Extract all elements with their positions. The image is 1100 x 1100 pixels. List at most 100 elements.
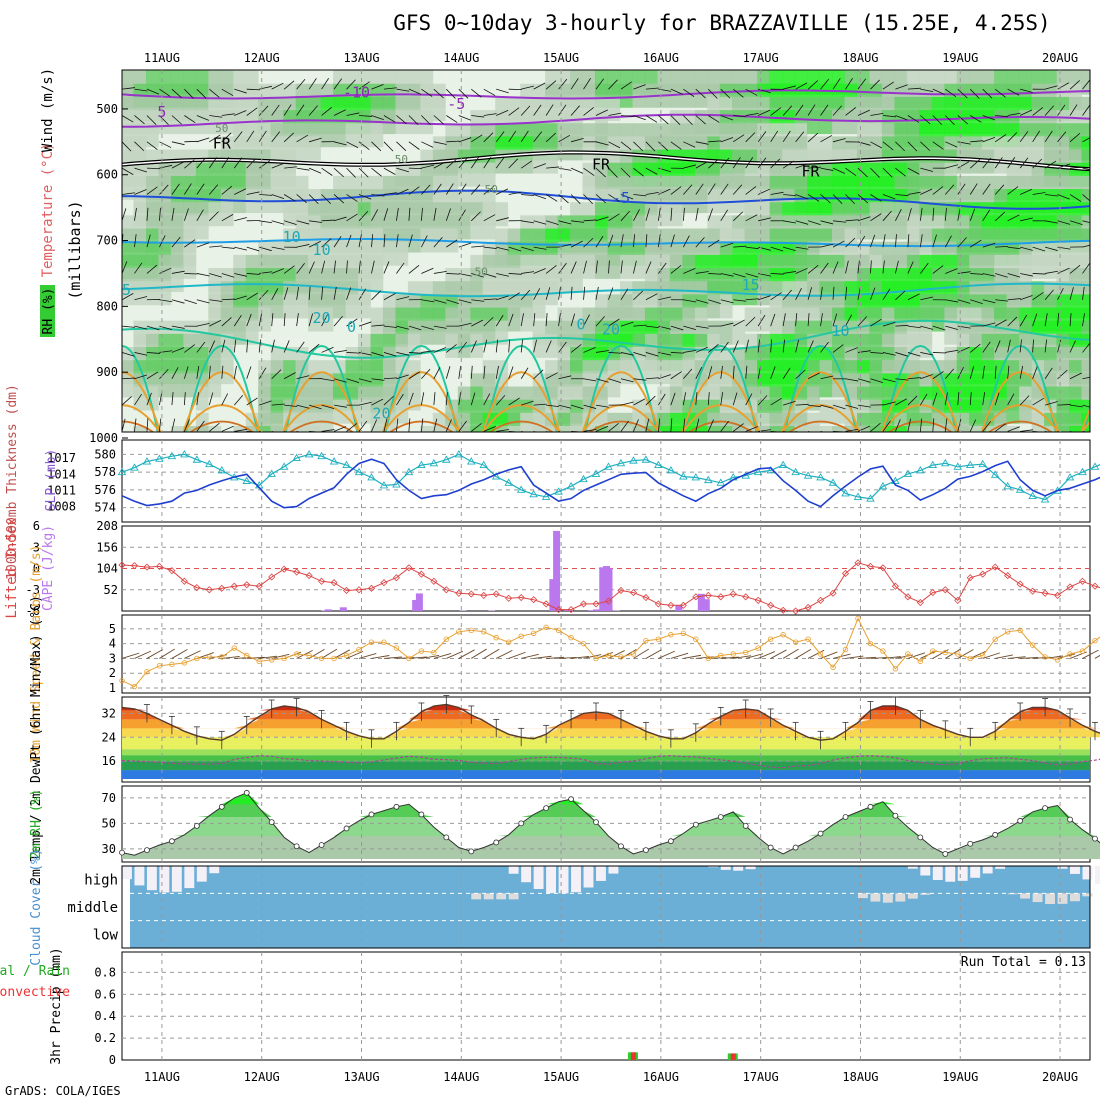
wind-barb bbox=[271, 104, 280, 116]
wind-barb bbox=[122, 293, 134, 301]
wind-barb bbox=[445, 392, 448, 406]
wind-barb bbox=[196, 392, 199, 406]
wind-barb bbox=[371, 352, 385, 357]
tick-label: 104 bbox=[96, 562, 118, 576]
contour-label: 50 bbox=[475, 265, 488, 278]
wind-barb bbox=[1032, 313, 1038, 327]
rh-cell bbox=[1081, 347, 1090, 372]
wind-barb bbox=[470, 392, 476, 406]
wind-barb bbox=[520, 367, 529, 379]
rh-cell bbox=[807, 426, 820, 432]
rh-cell bbox=[445, 426, 459, 432]
wind-barb bbox=[720, 420, 730, 432]
tick-label: 4 bbox=[109, 637, 116, 651]
contour-label: 20 bbox=[313, 309, 331, 327]
surface-wind-barb bbox=[658, 650, 676, 659]
rh-cell bbox=[308, 412, 321, 432]
wind-barb bbox=[433, 183, 442, 195]
wind-barb bbox=[171, 141, 185, 146]
rh-cell bbox=[420, 320, 434, 345]
wind-barb bbox=[134, 325, 148, 330]
thickness-marker bbox=[891, 476, 900, 484]
wind-barb bbox=[683, 325, 696, 330]
wind-barb bbox=[1069, 132, 1081, 143]
wind-barb bbox=[271, 220, 285, 225]
wind-speed-marker bbox=[630, 651, 637, 657]
thickness-marker bbox=[828, 478, 838, 486]
wind-barb bbox=[657, 418, 661, 432]
thickness-marker bbox=[541, 492, 551, 500]
wind-barb bbox=[957, 346, 970, 353]
wind-barb bbox=[870, 112, 884, 116]
lifted-index-marker bbox=[1004, 572, 1012, 580]
wind-barb bbox=[495, 157, 505, 169]
wind-barb bbox=[545, 194, 558, 202]
wind-barb bbox=[645, 261, 652, 274]
thickness-marker bbox=[604, 462, 613, 470]
wind-barb bbox=[882, 352, 896, 356]
wind-barb bbox=[944, 418, 948, 432]
cape-bar bbox=[599, 567, 607, 611]
date-label-top: 18AUG bbox=[842, 51, 878, 65]
wind-barb bbox=[832, 286, 835, 300]
bottom-date-axis: 11AUG 12AUG 13AUG 14AUG 15AUG 16AUG 17AUG 18AUG… bbox=[144, 1070, 1078, 1084]
wind-barb bbox=[570, 286, 573, 300]
wind-barb bbox=[733, 319, 745, 327]
wind-barb bbox=[1069, 313, 1072, 327]
surface-wind-barb bbox=[546, 656, 565, 659]
cape-bar bbox=[553, 530, 561, 611]
rh-cell bbox=[1094, 136, 1100, 160]
wind-barb bbox=[820, 135, 833, 143]
wind-barb bbox=[371, 324, 385, 327]
wind-barb bbox=[982, 209, 991, 222]
cloud-gap bbox=[508, 866, 519, 874]
rh-cell bbox=[370, 268, 384, 293]
wind-barb bbox=[733, 115, 747, 118]
wind-barb bbox=[920, 188, 933, 195]
rh-cell bbox=[607, 254, 621, 279]
wind-barb bbox=[408, 234, 413, 248]
surface-wind-barb bbox=[558, 656, 577, 659]
wind-barb bbox=[383, 418, 388, 432]
rh-cell bbox=[445, 333, 459, 358]
cloud-gap bbox=[720, 866, 731, 870]
thickness-marker bbox=[442, 455, 451, 463]
rh-cell bbox=[557, 136, 571, 161]
wind-speed-marker bbox=[618, 654, 624, 660]
wind-barb bbox=[758, 109, 771, 116]
rh-cell bbox=[457, 426, 471, 432]
surface-wind-barb bbox=[782, 648, 799, 659]
wind-barb bbox=[396, 115, 407, 125]
cloud-gap bbox=[945, 866, 956, 882]
cloud-gap bbox=[1045, 893, 1055, 905]
thickness-marker bbox=[466, 457, 476, 465]
wind-barb bbox=[807, 265, 819, 274]
wind-barb bbox=[620, 352, 634, 356]
wind-barb bbox=[221, 132, 232, 143]
wind-barb bbox=[832, 404, 846, 410]
rh-cell bbox=[819, 399, 833, 424]
wind-barb bbox=[782, 367, 791, 379]
contour-label: 0 bbox=[347, 318, 356, 336]
precip-axis-label: 3hr Precip (mm) bbox=[49, 947, 64, 1064]
wind-barb bbox=[146, 186, 158, 195]
wind-barb bbox=[920, 393, 928, 406]
thickness-marker bbox=[329, 457, 339, 465]
wind-barb bbox=[932, 234, 937, 248]
lifted-index-marker bbox=[455, 589, 463, 597]
wind-speed-marker bbox=[568, 635, 574, 641]
lifted-index-marker bbox=[193, 584, 201, 592]
rh-marker bbox=[817, 830, 824, 837]
wind-barb bbox=[633, 234, 636, 248]
wind-barb bbox=[508, 246, 522, 252]
wind-barb bbox=[521, 400, 534, 406]
contour-label: 50 bbox=[485, 183, 498, 196]
rh-cell bbox=[345, 123, 359, 148]
wind-barb bbox=[333, 109, 346, 116]
contour-label: FR bbox=[213, 134, 232, 152]
surface-wind-barb bbox=[957, 649, 974, 659]
wind-barb bbox=[446, 115, 458, 123]
tick-label: 16 bbox=[102, 754, 116, 768]
wind-barb bbox=[271, 246, 285, 250]
rh-cell bbox=[1081, 70, 1090, 95]
